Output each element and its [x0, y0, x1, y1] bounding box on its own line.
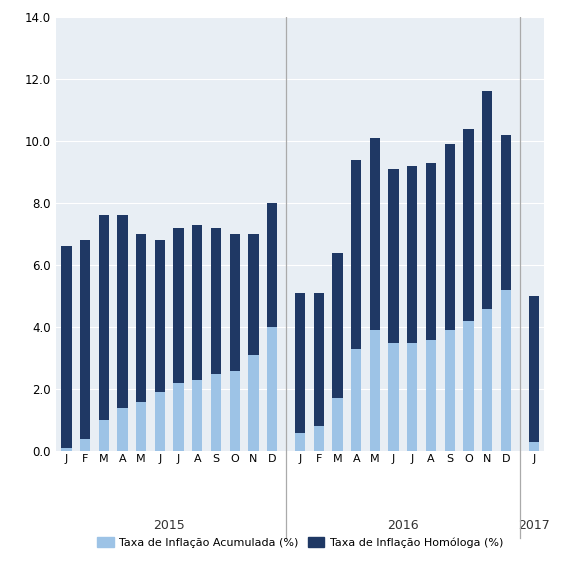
Bar [173, 228, 183, 383]
Bar [407, 343, 417, 451]
Bar [388, 343, 399, 451]
Bar [332, 253, 343, 399]
Bar [463, 321, 473, 451]
Bar [463, 129, 473, 321]
Text: 2015: 2015 [153, 519, 185, 532]
Bar [444, 144, 455, 331]
Text: 2016: 2016 [387, 519, 419, 532]
Bar [61, 246, 72, 448]
Bar [267, 327, 277, 451]
Bar [61, 448, 72, 451]
Bar [370, 138, 380, 331]
Bar [528, 296, 539, 442]
Bar [80, 439, 90, 451]
Bar [267, 203, 277, 327]
Legend: Taxa de Inflação Acumulada (%), Taxa de Inflação Homóloga (%): Taxa de Inflação Acumulada (%), Taxa de … [93, 533, 508, 552]
Bar [388, 169, 399, 343]
Text: 2017: 2017 [518, 519, 550, 532]
Bar [248, 355, 259, 451]
Bar [173, 383, 183, 451]
Bar [155, 393, 165, 451]
Bar [211, 228, 221, 374]
Bar [229, 371, 240, 451]
Bar [295, 433, 305, 451]
Bar [482, 309, 493, 451]
Bar [500, 135, 511, 290]
Bar [99, 215, 109, 420]
Bar [426, 162, 436, 340]
Bar [295, 293, 305, 433]
Bar [370, 331, 380, 451]
Bar [192, 380, 203, 451]
Bar [99, 420, 109, 451]
Bar [80, 240, 90, 439]
Bar [248, 234, 259, 355]
Bar [332, 399, 343, 451]
Bar [314, 293, 324, 426]
Bar [482, 91, 493, 309]
Bar [407, 166, 417, 343]
Bar [444, 331, 455, 451]
Bar [136, 402, 146, 451]
Bar [528, 442, 539, 451]
Bar [117, 408, 127, 451]
Bar [351, 349, 361, 451]
Bar [500, 290, 511, 451]
Bar [426, 340, 436, 451]
Bar [136, 234, 146, 402]
Bar [351, 160, 361, 349]
Bar [155, 240, 165, 393]
Bar [192, 225, 203, 380]
Bar [314, 426, 324, 451]
Bar [117, 215, 127, 408]
Bar [211, 374, 221, 451]
Bar [229, 234, 240, 371]
